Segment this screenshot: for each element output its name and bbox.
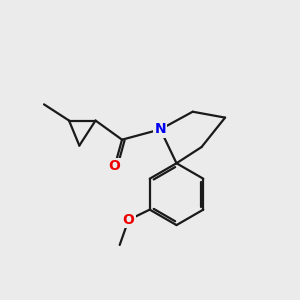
Text: O: O [109,159,121,173]
Text: O: O [123,213,134,227]
Text: N: N [154,122,166,136]
